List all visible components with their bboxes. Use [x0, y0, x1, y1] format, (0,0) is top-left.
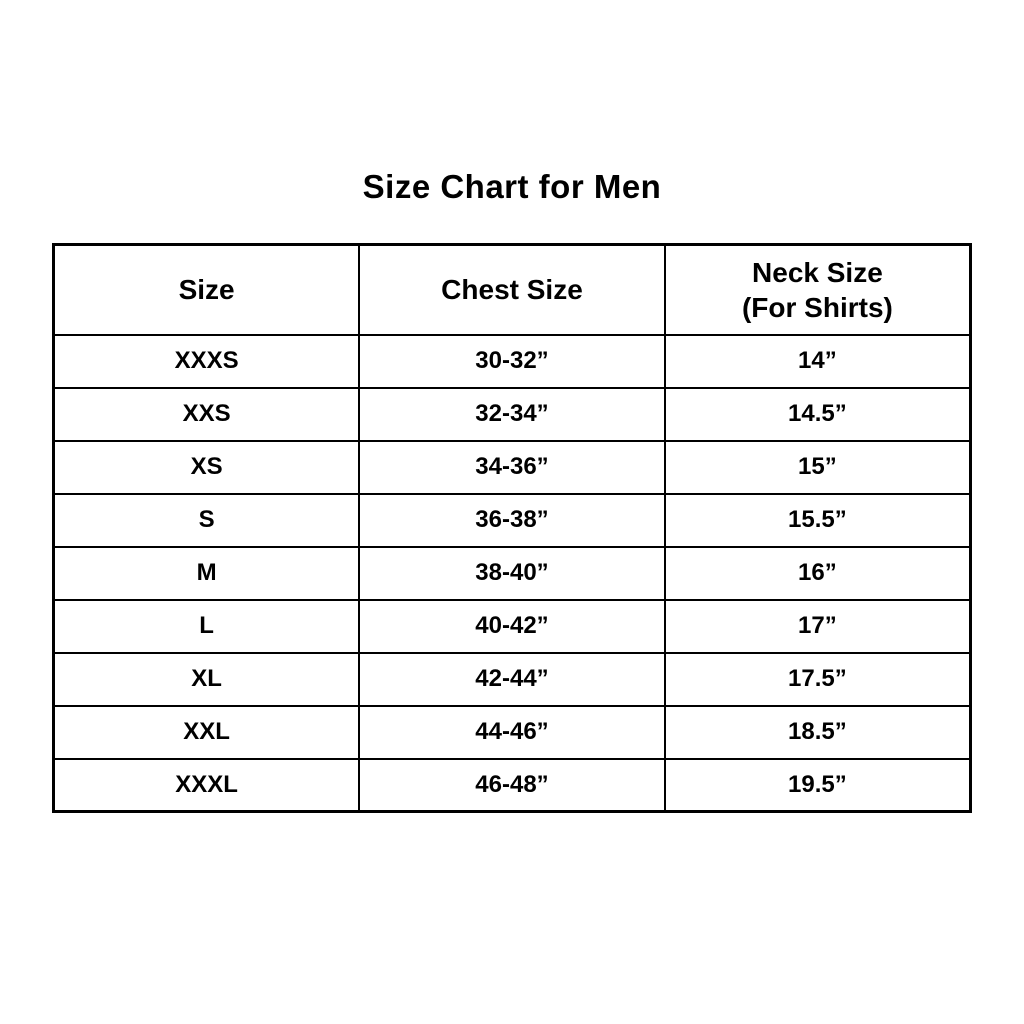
cell-neck: 15” — [663, 439, 972, 495]
cell-size: L — [52, 598, 361, 654]
cell-chest: 40-42” — [358, 598, 666, 654]
table-header-row: Size Chest Size Neck Size (For Shirts) — [52, 243, 972, 336]
cell-neck: 17.5” — [663, 651, 972, 707]
cell-size: XXXS — [52, 333, 361, 389]
cell-chest: 46-48” — [358, 757, 666, 813]
cell-neck: 15.5” — [663, 492, 972, 548]
table-row: XS 34-36” 15” — [52, 439, 972, 495]
table-row: S 36-38” 15.5” — [52, 492, 972, 548]
cell-size: XXS — [52, 386, 361, 442]
cell-neck: 16” — [663, 545, 972, 601]
cell-size: S — [52, 492, 361, 548]
cell-chest: 36-38” — [358, 492, 666, 548]
cell-chest: 44-46” — [358, 704, 666, 760]
page-title: Size Chart for Men — [362, 168, 662, 205]
table-row: XXXL 46-48” 19.5” — [52, 757, 972, 813]
cell-size: XXL — [52, 704, 361, 760]
cell-size: XL — [52, 651, 361, 707]
size-chart-table: Size Chest Size Neck Size (For Shirts) X… — [52, 243, 972, 813]
cell-neck: 18.5” — [663, 704, 972, 760]
header-neck-size: Neck Size (For Shirts) — [663, 243, 972, 336]
cell-chest: 38-40” — [358, 545, 666, 601]
cell-chest: 42-44” — [358, 651, 666, 707]
table-row: XXS 32-34” 14.5” — [52, 386, 972, 442]
cell-neck: 17” — [663, 598, 972, 654]
header-size: Size — [52, 243, 361, 336]
table-row: L 40-42” 17” — [52, 598, 972, 654]
cell-neck: 19.5” — [663, 757, 972, 813]
cell-neck: 14” — [663, 333, 972, 389]
header-neck-size-line2: (For Shirts) — [741, 291, 893, 323]
cell-chest: 32-34” — [358, 386, 666, 442]
table-row: M 38-40” 16” — [52, 545, 972, 601]
cell-size: XS — [52, 439, 361, 495]
table-row: XXXS 30-32” 14” — [52, 333, 972, 389]
cell-chest: 34-36” — [358, 439, 666, 495]
table-row: XXL 44-46” 18.5” — [52, 704, 972, 760]
header-chest-size: Chest Size — [358, 243, 666, 336]
cell-size: XXXL — [52, 757, 361, 813]
header-neck-size-line1: Neck Size — [752, 256, 883, 288]
table-row: XL 42-44” 17.5” — [52, 651, 972, 707]
cell-size: M — [52, 545, 361, 601]
cell-chest: 30-32” — [358, 333, 666, 389]
cell-neck: 14.5” — [663, 386, 972, 442]
